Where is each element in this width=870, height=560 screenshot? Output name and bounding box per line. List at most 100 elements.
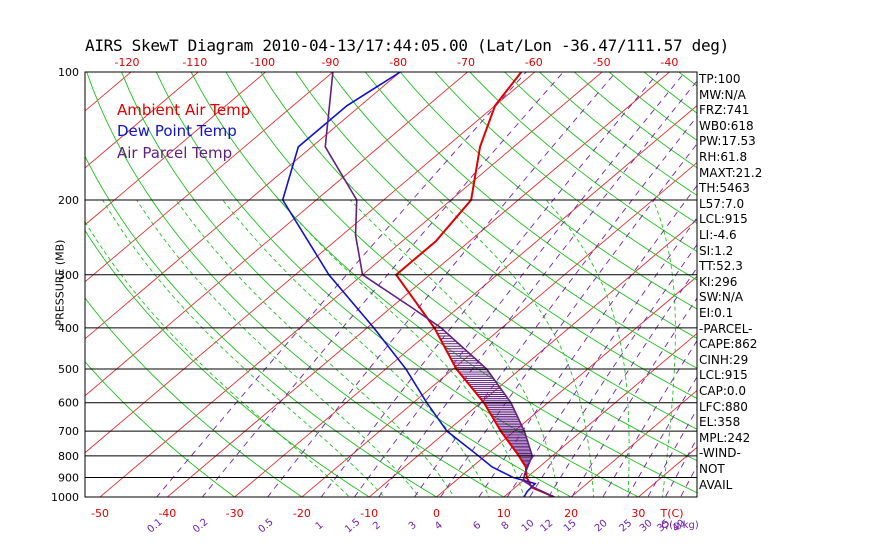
stat-item: PW:17.53 xyxy=(699,134,756,149)
isotherm-line xyxy=(830,63,870,506)
dry-adiabat-line xyxy=(783,72,870,506)
stat-item: WB0:618 xyxy=(699,118,754,133)
moist-adiabat-line xyxy=(279,199,525,497)
mixing-ratio-tick-label: 2 xyxy=(371,520,383,533)
dry-adiabat-line xyxy=(434,72,697,281)
stat-item: -PARCEL- xyxy=(699,321,753,336)
temp-tick-label-bottom: 0 xyxy=(433,507,440,520)
temp-tick-label-top: -50 xyxy=(593,56,611,69)
mixing-ratio-line xyxy=(478,184,697,497)
stat-item: TT:52.3 xyxy=(699,259,743,274)
temp-tick-label-top: -40 xyxy=(660,56,678,69)
stat-item: L57:7.0 xyxy=(699,196,745,211)
mixing-ratio-line xyxy=(440,143,697,497)
moist-adiabat-line xyxy=(438,199,595,497)
mixing-ratio-line xyxy=(201,72,564,497)
plot-frame xyxy=(84,71,698,498)
mixing-ratio-tick-label: 0.2 xyxy=(191,517,210,536)
pressure-tick-label: 600 xyxy=(58,397,79,410)
temp-tick-label-top: -110 xyxy=(182,56,207,69)
isotherm-line xyxy=(762,63,870,506)
legend-air-parcel-temp: Air Parcel Temp xyxy=(117,144,233,162)
stat-item: TP:100 xyxy=(699,72,741,86)
temp-tick-label-top: -90 xyxy=(321,56,339,69)
pressure-tick-label: 300 xyxy=(58,269,79,282)
mixing-ratio-tick-label: 4 xyxy=(433,520,445,533)
isotherm-line xyxy=(85,72,334,283)
temp-tick-label-bottom: 10 xyxy=(497,507,511,520)
temp-tick-label-top: -120 xyxy=(115,56,140,69)
series-line-ambient-air-temp xyxy=(394,72,555,497)
pressure-tick-label: 200 xyxy=(58,194,79,207)
mixing-ratio-tick-label: 1 xyxy=(314,520,326,533)
stat-item: NOT xyxy=(699,462,725,476)
dry-adiabat-line xyxy=(643,72,697,114)
dry-adiabat-line xyxy=(85,155,438,497)
mixing-ratio-tick-label: 8 xyxy=(500,520,512,533)
temp-tick-label-bottom: -50 xyxy=(91,507,109,520)
mixing-ratio-tick-label: 25 xyxy=(617,518,634,535)
mixing-ratio-line xyxy=(664,437,697,497)
mixing-ratio-tick-label: 3 xyxy=(407,520,419,533)
mixing-ratio-line xyxy=(529,243,697,497)
isotherm-line xyxy=(570,389,697,497)
mixing-ratio-line xyxy=(156,72,527,497)
stat-item: CAPE:862 xyxy=(699,337,758,352)
isotherm-line xyxy=(85,72,199,169)
isotherm-line xyxy=(0,63,8,506)
dry-adiabat-line xyxy=(853,72,870,506)
stat-item: MW:N/A xyxy=(699,87,746,102)
temp-tick-label-top: -60 xyxy=(525,56,543,69)
moist-adiabat-line xyxy=(136,199,420,497)
temp-tick-label-top: -80 xyxy=(389,56,407,69)
mixing-ratio-tick-label: 30 xyxy=(638,518,655,535)
isotherm-line xyxy=(85,72,536,454)
pressure-tick-label: 1000 xyxy=(51,491,79,504)
stat-item: MPL:242 xyxy=(699,430,751,445)
dry-adiabat-line xyxy=(364,72,697,339)
mixing-ratio-unit-label: Q(g/kg) xyxy=(661,520,699,531)
mixing-ratio-line xyxy=(353,72,686,497)
stat-item: FRZ:741 xyxy=(699,103,750,118)
pressure-tick-label: 800 xyxy=(58,450,79,463)
series-line-dew-point-temp xyxy=(281,72,537,497)
y-axis-label: PRESSURE (MB) xyxy=(53,239,67,327)
mixing-ratio-line xyxy=(320,72,660,497)
mixing-ratio-line xyxy=(602,339,697,497)
dry-adiabat-line xyxy=(469,72,697,253)
mixing-ratio-line xyxy=(626,376,697,497)
mixing-ratio-tick-label: 6 xyxy=(471,520,483,533)
stat-item: EL:358 xyxy=(699,415,741,430)
stat-item: LI:-4.6 xyxy=(699,228,737,242)
mixing-ratio-line xyxy=(647,408,697,497)
pressure-tick-label: 700 xyxy=(58,425,79,438)
mixing-ratio-tick-label: 20 xyxy=(593,518,610,535)
stat-item: TH:5463 xyxy=(699,181,750,196)
stat-item: LCL:915 xyxy=(699,368,748,383)
mixing-ratio-line xyxy=(267,72,617,497)
temp-tick-label-top: -100 xyxy=(250,56,275,69)
isotherm-line xyxy=(85,72,401,340)
moist-adiabat-line xyxy=(652,199,676,497)
stat-item: CINH:29 xyxy=(699,352,749,367)
isotherm-line xyxy=(166,72,671,497)
dry-adiabat-line xyxy=(399,72,697,310)
temp-tick-label-top: -70 xyxy=(457,56,475,69)
stat-item: KI:296 xyxy=(699,274,738,289)
dry-adiabat-line xyxy=(295,72,697,399)
mixing-ratio-tick-label: 10 xyxy=(520,518,537,535)
legend-ambient-air-temp: Ambient Air Temp xyxy=(117,101,251,119)
stat-item: LFC:880 xyxy=(699,399,748,414)
mixing-ratio-tick-label: 12 xyxy=(538,518,555,535)
dry-adiabat-line xyxy=(749,72,870,506)
isotherm-line xyxy=(85,72,267,226)
dry-adiabat-line xyxy=(85,297,303,497)
pressure-tick-label: 100 xyxy=(58,66,79,79)
dry-adiabat-line xyxy=(260,72,697,430)
temp-tick-label-bottom: -20 xyxy=(293,507,311,520)
isotherm-line xyxy=(435,275,697,497)
isotherm-line xyxy=(368,218,697,497)
isotherm-line xyxy=(301,161,697,497)
